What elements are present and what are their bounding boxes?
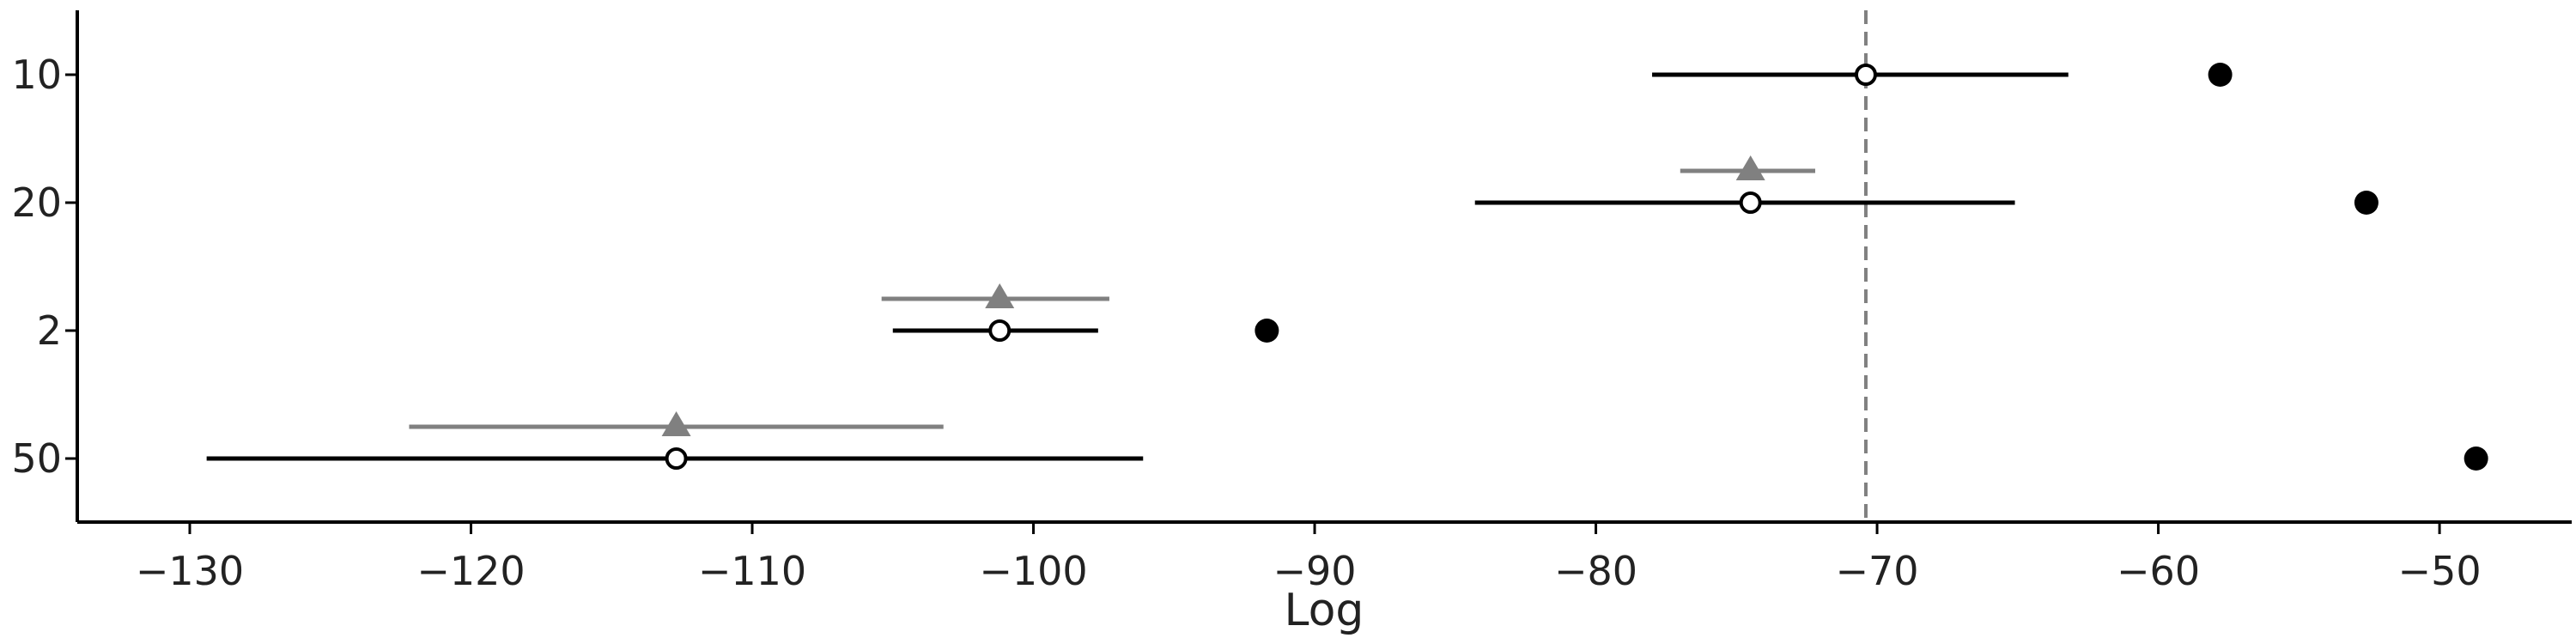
open-circle-marker-20 [1739, 191, 1762, 214]
filled-circle-marker-20 [2354, 191, 2379, 215]
filled-circle-marker-50 [2464, 447, 2488, 471]
x-tick-label: −130 [136, 548, 244, 594]
x-tick-label: −100 [979, 548, 1087, 594]
plot-area [206, 10, 2488, 522]
x-tick-label: −90 [1273, 548, 1356, 594]
y-tick-label: 50 [11, 435, 62, 482]
x-tick-label: −80 [1554, 548, 1637, 594]
x-tick-label: −120 [416, 548, 525, 594]
triangle-marker-2 [985, 283, 1015, 308]
x-tick-label: −110 [698, 548, 806, 594]
y-tick-label: 20 [11, 179, 62, 226]
filled-circle-marker-10 [2208, 63, 2233, 87]
open-circle-marker-10 [1854, 64, 1877, 86]
x-tick-label: −60 [2117, 548, 2200, 594]
triangle-marker-50 [661, 411, 691, 436]
axes: −130 −120 −110 −100 −90 −80 −70 −60 −50 10 20 2 50 [11, 52, 2481, 594]
open-circle-marker-2 [988, 319, 1012, 342]
y-tick-label: 10 [11, 52, 62, 98]
open-circle-marker-50 [665, 447, 688, 470]
triangle-marker-20 [1735, 155, 1765, 180]
x-tick-label: −50 [2398, 548, 2482, 594]
x-axis-title: Log [1285, 585, 1364, 636]
filled-circle-marker-2 [1255, 319, 1279, 343]
y-tick-label: 2 [37, 307, 62, 354]
x-tick-label: −70 [1836, 548, 1919, 594]
